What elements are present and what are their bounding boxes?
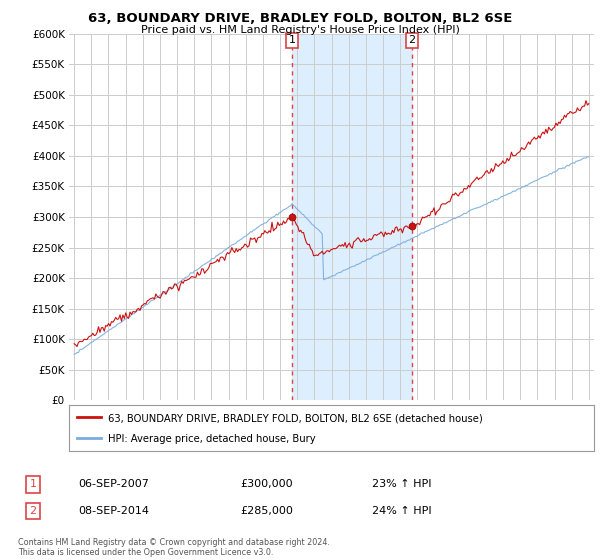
Bar xyxy=(292,34,412,400)
Text: 2: 2 xyxy=(29,506,37,516)
Text: 24% ↑ HPI: 24% ↑ HPI xyxy=(372,506,431,516)
Text: Price paid vs. HM Land Registry's House Price Index (HPI): Price paid vs. HM Land Registry's House … xyxy=(140,25,460,35)
Text: 63, BOUNDARY DRIVE, BRADLEY FOLD, BOLTON, BL2 6SE: 63, BOUNDARY DRIVE, BRADLEY FOLD, BOLTON… xyxy=(88,12,512,25)
Text: 1: 1 xyxy=(289,35,296,45)
Text: HPI: Average price, detached house, Bury: HPI: Average price, detached house, Bury xyxy=(109,435,316,444)
Text: £300,000: £300,000 xyxy=(240,479,293,489)
Text: 08-SEP-2014: 08-SEP-2014 xyxy=(78,506,149,516)
Text: Contains HM Land Registry data © Crown copyright and database right 2024.
This d: Contains HM Land Registry data © Crown c… xyxy=(18,538,330,557)
Text: 23% ↑ HPI: 23% ↑ HPI xyxy=(372,479,431,489)
Text: £285,000: £285,000 xyxy=(240,506,293,516)
Text: 1: 1 xyxy=(29,479,37,489)
Text: 63, BOUNDARY DRIVE, BRADLEY FOLD, BOLTON, BL2 6SE (detached house): 63, BOUNDARY DRIVE, BRADLEY FOLD, BOLTON… xyxy=(109,414,483,424)
Text: 06-SEP-2007: 06-SEP-2007 xyxy=(78,479,149,489)
Text: 2: 2 xyxy=(409,35,416,45)
